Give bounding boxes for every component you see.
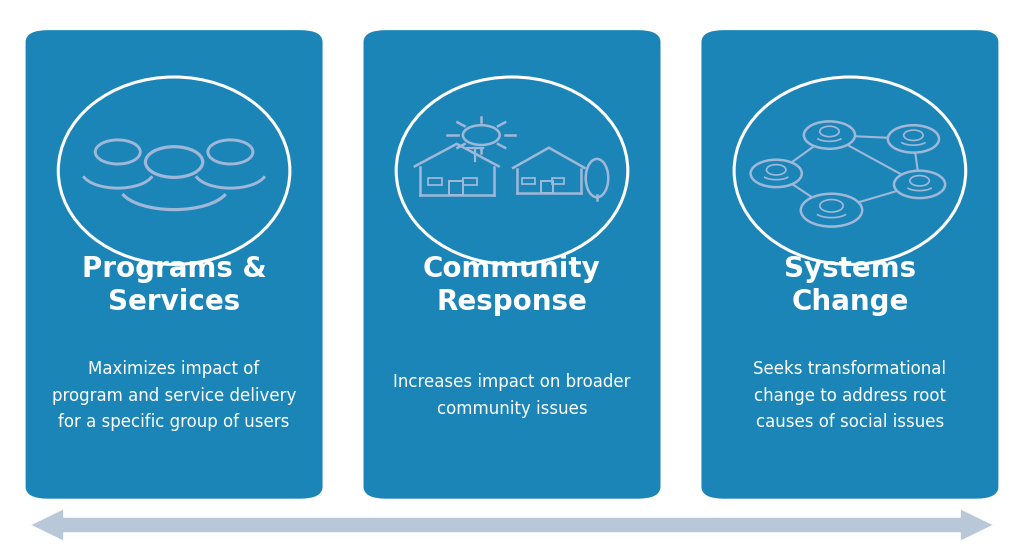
FancyBboxPatch shape: [26, 30, 323, 499]
Circle shape: [888, 125, 939, 152]
FancyBboxPatch shape: [701, 30, 998, 499]
Circle shape: [894, 171, 945, 198]
Circle shape: [804, 122, 855, 149]
Text: Community
Response: Community Response: [423, 255, 601, 316]
Bar: [428, 178, 442, 185]
Text: Seeks transformational
change to address root
causes of social issues: Seeks transformational change to address…: [754, 360, 946, 431]
Circle shape: [751, 160, 802, 187]
Bar: [450, 181, 463, 196]
Text: Programs &
Services: Programs & Services: [82, 255, 266, 316]
Text: Maximizes impact of
program and service delivery
for a specific group of users: Maximizes impact of program and service …: [52, 360, 296, 431]
Bar: [522, 178, 535, 184]
Text: Increases impact on broader
community issues: Increases impact on broader community is…: [393, 373, 631, 418]
Circle shape: [801, 194, 862, 227]
Polygon shape: [31, 509, 993, 541]
Text: Systems
Change: Systems Change: [783, 255, 916, 316]
FancyBboxPatch shape: [364, 30, 660, 499]
Bar: [552, 178, 564, 184]
Bar: [542, 181, 553, 193]
Bar: [463, 178, 477, 185]
